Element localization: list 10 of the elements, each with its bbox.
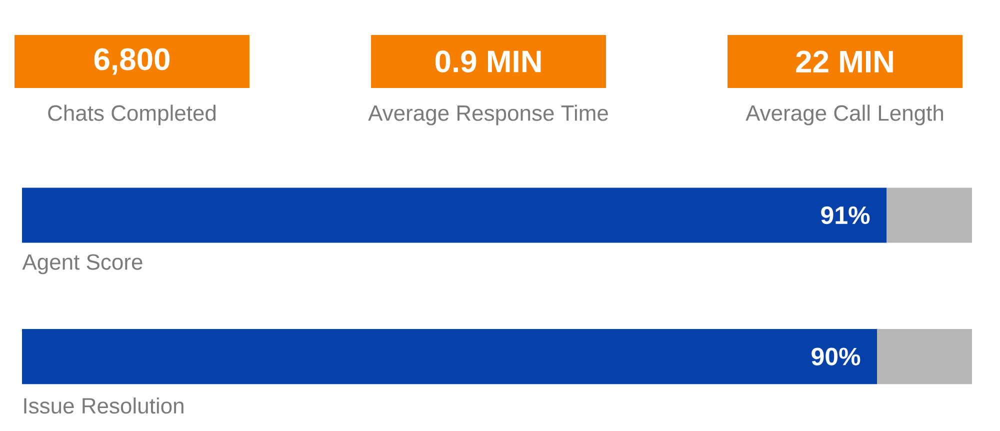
y-tick-label: Issue Resolution — [24, 397, 184, 414]
data-label: 90% — [812, 348, 860, 366]
category-label: Chats Completed — [48, 104, 216, 126]
data-label: 91% — [821, 206, 870, 224]
category-label: Average Call Length — [746, 104, 943, 126]
text: 0.9 MIN — [435, 50, 541, 72]
y-tick-label: Agent Score — [22, 254, 142, 274]
text: 22 MIN — [796, 50, 893, 72]
text: 6,800 — [94, 48, 170, 75]
category-label: Average Response Time — [368, 104, 608, 126]
